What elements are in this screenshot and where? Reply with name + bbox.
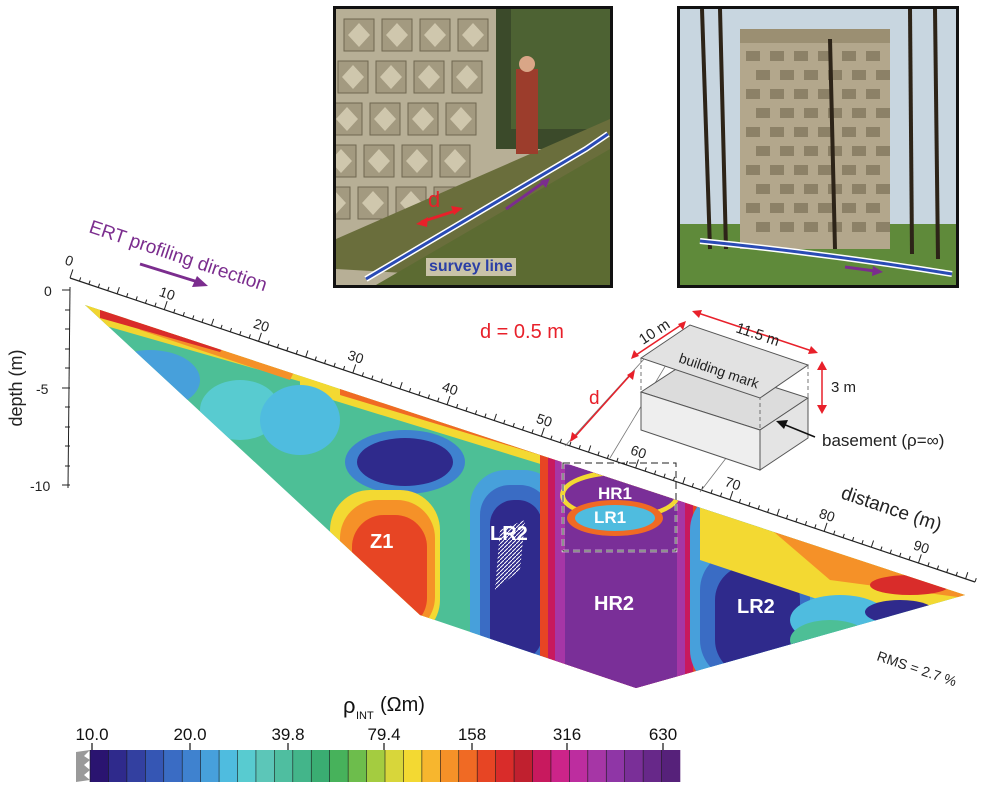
colorbar-cell xyxy=(108,750,128,782)
colorbar-cell xyxy=(495,750,515,782)
colorbar-cell xyxy=(219,750,238,782)
building-height-label: 3 m xyxy=(831,379,856,396)
zone-label-lr1: LR1 xyxy=(594,508,626,527)
colorbar-cell xyxy=(643,750,662,782)
colorbar-cell xyxy=(661,750,681,782)
colorbar-cell xyxy=(311,750,330,782)
colorbar-tick-3: 79.4 xyxy=(367,725,400,744)
colorbar-tick-4: 158 xyxy=(458,725,486,744)
colorbar-cell xyxy=(237,750,257,782)
colorbar-cell xyxy=(145,750,165,782)
distance-axis: 0 10 20 30 40 50 60 70 80 90 xyxy=(63,252,977,583)
building-mark-plane xyxy=(639,324,810,399)
distance-tick-10: 10 xyxy=(157,283,177,303)
survey-line-label: survey line xyxy=(426,258,516,276)
surveyor-figure xyxy=(516,69,538,154)
colorbar-cell xyxy=(606,750,625,782)
colorbar-cell xyxy=(587,750,607,782)
rms-label: RMS = 2.7 % xyxy=(875,648,959,690)
colorbar-tick-2: 39.8 xyxy=(271,725,304,744)
colorbar-title-symbol: ρ xyxy=(343,693,356,718)
colorbar-cell xyxy=(514,750,533,782)
photo-spacing-label: d xyxy=(428,187,441,212)
distance-tick-80: 80 xyxy=(817,505,837,525)
colorbar-cell xyxy=(403,750,423,782)
colorbar-cell xyxy=(421,750,441,782)
colorbar-cell xyxy=(440,750,460,782)
building-spacing-label: d xyxy=(589,388,600,409)
zone-label-hr2: HR2 xyxy=(594,593,634,615)
colorbar-cell xyxy=(329,750,349,782)
colorbar-cell xyxy=(90,750,109,782)
colorbar-cell xyxy=(550,750,570,782)
colorbar-cell xyxy=(624,750,644,782)
colorbar-cell xyxy=(348,750,367,782)
distance-tick-30: 30 xyxy=(346,347,366,367)
depth-tick-5: -5 xyxy=(36,381,49,397)
distance-axis-label: distance (m) xyxy=(838,483,944,536)
basement-label: basement (ρ=∞) xyxy=(822,431,944,450)
colorbar-cell xyxy=(200,750,220,782)
depth-axis-label: depth (m) xyxy=(6,349,26,426)
colorbar-cell xyxy=(163,750,183,782)
colorbar-cell xyxy=(292,750,312,782)
colorbar-cell xyxy=(385,750,404,782)
zone-label-z1: Z1 xyxy=(370,531,393,553)
survey-line xyxy=(365,132,609,281)
colorbar-cell xyxy=(532,750,552,782)
colorbar-title-unit: (Ωm) xyxy=(380,694,425,716)
distance-tick-0: 0 xyxy=(63,252,76,270)
depth-axis xyxy=(62,286,71,489)
depth-tick-0: 0 xyxy=(44,283,52,299)
colorbar-title-subscript: INT xyxy=(356,710,374,722)
tower-building xyxy=(740,29,890,249)
colorbar-cell xyxy=(274,750,294,782)
photo-tower xyxy=(677,6,959,288)
distance-tick-40: 40 xyxy=(440,378,460,398)
colorbar-tick-1: 20.0 xyxy=(173,725,206,744)
tower-survey-line xyxy=(699,239,953,276)
colorbar-cell xyxy=(255,750,275,782)
distance-tick-20: 20 xyxy=(252,315,272,335)
colorbar xyxy=(76,743,681,782)
colorbar-tick-0: 10.0 xyxy=(75,725,108,744)
colorbar-tick-5: 316 xyxy=(553,725,581,744)
colorbar-cell xyxy=(126,750,146,782)
ert-direction-label: ERT profiling direction xyxy=(86,217,269,296)
colorbar-cell xyxy=(569,750,589,782)
building-schematic xyxy=(564,310,827,493)
distance-tick-50: 50 xyxy=(534,410,554,430)
depth-tick-10: -10 xyxy=(30,478,50,494)
electrode-spacing-label: d = 0.5 m xyxy=(480,321,564,343)
photo-wall-survey: d survey line xyxy=(333,6,613,288)
colorbar-cell xyxy=(182,750,201,782)
colorbar-cell xyxy=(458,750,478,782)
distance-tick-90: 90 xyxy=(911,537,931,557)
zone-label-lr2-left: LR2 xyxy=(490,523,528,545)
direction-arrow-icon xyxy=(139,262,208,287)
distance-tick-60: 60 xyxy=(629,442,649,462)
zone-label-lr2-right: LR2 xyxy=(737,596,775,618)
zone-label-hr1: HR1 xyxy=(598,484,632,503)
colorbar-cell xyxy=(366,750,386,782)
colorbar-cell xyxy=(477,750,496,782)
colorbar-tick-6: 630 xyxy=(649,725,677,744)
distance-tick-70: 70 xyxy=(723,473,743,493)
